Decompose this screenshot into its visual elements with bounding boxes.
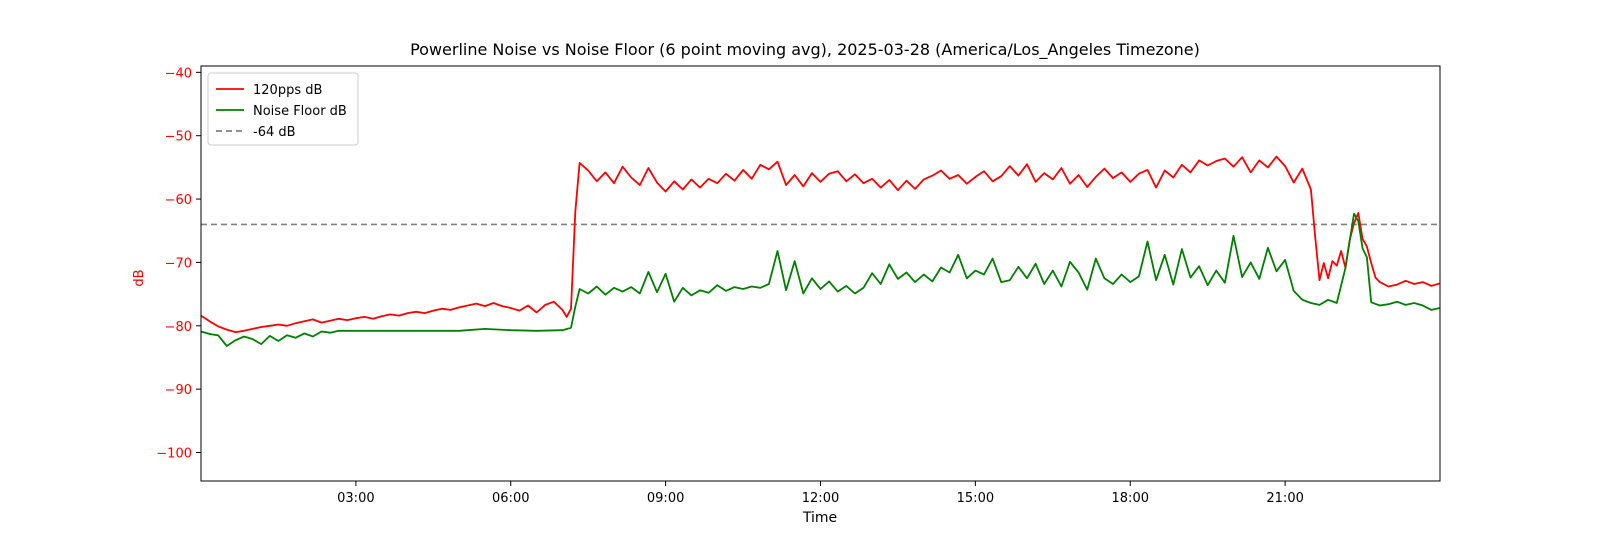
x-tick-label: 09:00 (647, 491, 684, 506)
legend-box (207, 72, 359, 146)
y-tick-label: −80 (165, 320, 192, 335)
x-axis: 03:00 06:00 09:00 12:00 15:00 18:00 21:00 (337, 481, 1304, 506)
legend-label: Noise Floor dB (253, 104, 347, 119)
plot-frame (200, 65, 1441, 482)
y-tick-label: −60 (165, 193, 192, 208)
chart-title: Powerline Noise vs Noise Floor (6 point … (410, 40, 1200, 60)
series-line-120pps (200, 155, 1441, 334)
y-tick-label: −40 (165, 66, 192, 81)
y-axis: −40 −50 −60 −70 −80 −90 −100 (156, 66, 201, 461)
legend-label: 120pps dB (253, 83, 322, 98)
series-line-noise-floor (200, 212, 1441, 347)
x-tick-label: 21:00 (1266, 491, 1303, 506)
x-axis-label: Time (802, 510, 837, 526)
legend-entry-120pps: 120pps dB (216, 83, 322, 98)
x-tick-label: 03:00 (337, 491, 374, 506)
x-tick-label: 15:00 (957, 491, 994, 506)
y-tick-label: −70 (165, 256, 192, 271)
y-tick-label: −50 (165, 130, 192, 145)
x-tick-label: 06:00 (492, 491, 529, 506)
legend-entry-noise-floor: Noise Floor dB (216, 104, 347, 119)
y-axis-label: dB (132, 269, 147, 286)
series-lines (200, 155, 1441, 347)
plot-area (200, 155, 1441, 347)
x-tick-label: 12:00 (802, 491, 839, 506)
legend-entry-minus-64-db: -64 dB (216, 125, 296, 140)
x-tick-label: 18:00 (1112, 491, 1149, 506)
y-tick-label: −90 (165, 383, 192, 398)
legend: 120pps dB Noise Floor dB -64 dB (207, 72, 359, 146)
y-tick-label: −100 (156, 446, 192, 461)
legend-label: -64 dB (253, 125, 296, 140)
